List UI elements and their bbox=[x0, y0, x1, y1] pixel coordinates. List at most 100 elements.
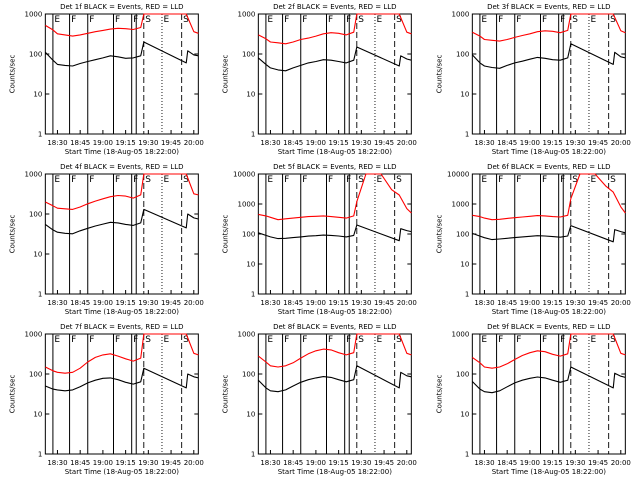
x-tick-label: 19:00 bbox=[306, 139, 326, 147]
chart-panel-2: Det 2f BLACK = Events, RED = LLDEFFFFSES… bbox=[222, 3, 418, 156]
x-axis-label: Start Time (18-Aug-05 18:22:00) bbox=[278, 308, 392, 316]
event-marker-label: F bbox=[303, 175, 308, 185]
x-tick-label: 19:00 bbox=[93, 299, 113, 307]
series-line-lld bbox=[45, 13, 199, 37]
series-line-events bbox=[471, 366, 626, 394]
y-tick-label: 1000 bbox=[451, 331, 469, 339]
event-marker-label: S bbox=[572, 335, 578, 345]
event-marker-label: S bbox=[572, 15, 578, 25]
event-marker-label: S bbox=[572, 175, 578, 185]
series-line-lld bbox=[45, 173, 199, 210]
series-line-events bbox=[258, 46, 412, 72]
y-tick-label: 100 bbox=[242, 231, 255, 239]
series-line-events bbox=[45, 367, 199, 392]
event-marker-label: S bbox=[359, 335, 365, 345]
event-marker-label: S bbox=[610, 335, 616, 345]
chart-panel-9: Det 9f BLACK = Events, RED = LLDEFFFFSES… bbox=[435, 323, 631, 476]
y-axis-label: Counts/sec bbox=[435, 55, 443, 94]
y-tick-label: 10 bbox=[33, 91, 42, 99]
x-axis-label: Start Time (18-Aug-05 18:22:00) bbox=[65, 308, 179, 316]
y-tick-label: 10 bbox=[460, 91, 469, 99]
event-marker-label: F bbox=[498, 335, 503, 345]
y-tick-label: 10 bbox=[33, 251, 42, 259]
series-line-events bbox=[471, 225, 626, 243]
x-tick-label: 18:45 bbox=[70, 299, 90, 307]
chart-panel-6: Det 6f BLACK = Events, RED = LLDEFFFFSES… bbox=[435, 163, 631, 316]
event-markers: EFFFFSES bbox=[52, 14, 189, 134]
x-tick-label: 20:00 bbox=[397, 299, 417, 307]
event-marker-label: F bbox=[284, 15, 289, 25]
y-axis-label: Counts/sec bbox=[222, 215, 230, 254]
event-markers: EFFFFSES bbox=[479, 174, 616, 294]
y-tick-label: 100 bbox=[242, 51, 255, 59]
event-marker-label: E bbox=[377, 15, 383, 25]
x-tick-label: 18:30 bbox=[47, 139, 67, 147]
event-marker-label: F bbox=[516, 15, 521, 25]
y-tick-label: 100 bbox=[29, 51, 42, 59]
plot-frame bbox=[471, 13, 626, 135]
plot-frame bbox=[471, 173, 626, 295]
y-tick-label: 100 bbox=[29, 211, 42, 219]
chart-panel-1: Det 1f BLACK = Events, RED = LLDEFFFFSES… bbox=[8, 3, 204, 156]
x-tick-label: 18:30 bbox=[261, 459, 281, 467]
event-marker-label: E bbox=[590, 335, 596, 345]
chart-title: Det 1f BLACK = Events, RED = LLD bbox=[60, 3, 183, 11]
y-axis-label: Counts/sec bbox=[222, 55, 230, 94]
x-axis-label: Start Time (18-Aug-05 18:22:00) bbox=[278, 148, 392, 156]
event-markers: EFFFFSES bbox=[479, 334, 616, 454]
event-marker-label: F bbox=[303, 335, 308, 345]
chart-panel-8: Det 8f BLACK = Events, RED = LLDEFFFFSES… bbox=[222, 323, 418, 476]
event-marker-label: E bbox=[377, 335, 383, 345]
event-marker-label: E bbox=[54, 335, 60, 345]
x-tick-label: 18:45 bbox=[283, 299, 303, 307]
x-tick-label: 19:45 bbox=[374, 299, 394, 307]
event-marker-label: F bbox=[71, 15, 76, 25]
y-axis-label: Counts/sec bbox=[222, 375, 230, 414]
event-marker-label: S bbox=[610, 175, 616, 185]
y-axis-label: Counts/sec bbox=[8, 55, 16, 94]
y-tick-label: 10000 bbox=[447, 171, 469, 179]
chart-title: Det 2f BLACK = Events, RED = LLD bbox=[273, 3, 396, 11]
chart-title: Det 3f BLACK = Events, RED = LLD bbox=[487, 3, 610, 11]
x-tick-label: 19:15 bbox=[116, 139, 136, 147]
x-tick-label: 20:00 bbox=[184, 299, 204, 307]
x-tick-label: 19:15 bbox=[329, 459, 349, 467]
event-marker-label: E bbox=[163, 15, 169, 25]
x-tick-label: 18:45 bbox=[283, 459, 303, 467]
x-tick-label: 18:45 bbox=[70, 139, 90, 147]
x-tick-label: 19:45 bbox=[588, 139, 608, 147]
chart-panel-3: Det 3f BLACK = Events, RED = LLDEFFFFSES… bbox=[435, 3, 631, 156]
x-tick-label: 19:45 bbox=[161, 139, 181, 147]
y-axis-label: Counts/sec bbox=[8, 375, 16, 414]
event-marker-label: E bbox=[163, 175, 169, 185]
plot-frame bbox=[471, 333, 626, 455]
x-tick-label: 19:00 bbox=[519, 139, 539, 147]
x-tick-label: 19:45 bbox=[374, 459, 394, 467]
y-tick-label: 1000 bbox=[451, 201, 469, 209]
series-line-lld bbox=[471, 333, 626, 369]
event-markers: EFFFFSES bbox=[265, 334, 402, 454]
y-tick-label: 10 bbox=[247, 411, 256, 419]
event-marker-label: F bbox=[303, 15, 308, 25]
plot-frame bbox=[44, 173, 199, 295]
x-axis-label: Start Time (18-Aug-05 18:22:00) bbox=[491, 308, 605, 316]
chart-title: Det 8f BLACK = Events, RED = LLD bbox=[273, 323, 396, 331]
y-tick-label: 1000 bbox=[238, 331, 256, 339]
y-tick-label: 1000 bbox=[451, 11, 469, 19]
x-tick-label: 19:45 bbox=[588, 459, 608, 467]
event-marker-label: F bbox=[498, 175, 503, 185]
event-marker-label: S bbox=[145, 175, 151, 185]
event-marker-label: E bbox=[377, 175, 383, 185]
x-tick-label: 19:00 bbox=[93, 139, 113, 147]
x-tick-label: 18:45 bbox=[497, 459, 517, 467]
series-line-lld bbox=[471, 13, 626, 42]
y-tick-label: 100 bbox=[456, 51, 469, 59]
chart-title: Det 7f BLACK = Events, RED = LLD bbox=[60, 323, 183, 331]
x-tick-label: 19:00 bbox=[306, 459, 326, 467]
x-tick-label: 19:30 bbox=[565, 299, 585, 307]
x-tick-label: 20:00 bbox=[397, 139, 417, 147]
series-line-lld bbox=[45, 333, 199, 374]
x-axis-label: Start Time (18-Aug-05 18:22:00) bbox=[491, 148, 605, 156]
x-tick-label: 19:30 bbox=[138, 299, 158, 307]
x-tick-label: 19:45 bbox=[588, 299, 608, 307]
